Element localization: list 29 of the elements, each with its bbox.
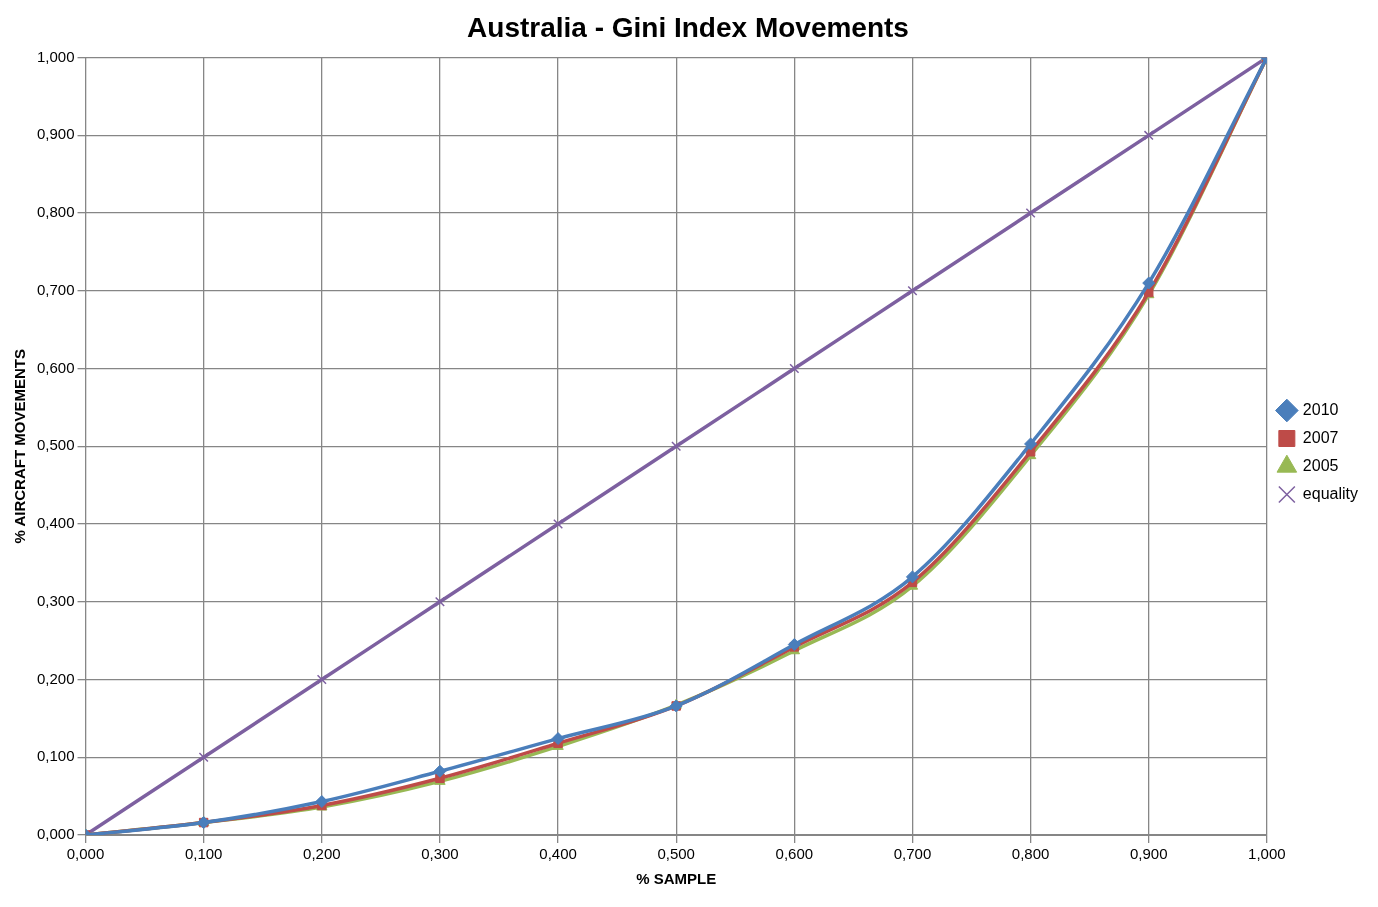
x-tick-label: 0,200 [303,845,341,863]
x-tick-label: 0,800 [1011,845,1050,863]
x-tick-label: 0,400 [539,845,577,863]
y-tick-label: 1,000 [36,47,75,65]
legend-label: 2007 [1302,428,1339,446]
y-tick-label: 0,300 [36,591,75,609]
x-tick-label: 0,700 [893,845,932,863]
x-tick-label: 0,900 [1129,845,1168,863]
y-tick-label: 0,700 [36,280,75,298]
x-tick-label: 1,000 [1248,845,1286,863]
x-tick-label: 0,100 [184,845,223,863]
legend-label: 2005 [1302,456,1339,474]
x-axis-title: % SAMPLE [636,870,717,888]
y-tick-label: 0,400 [36,514,75,532]
y-tick-label: 0,000 [36,825,75,843]
y-tick-label: 0,100 [36,747,75,765]
y-tick-label: 0,600 [36,358,75,376]
x-tick-label: 0,600 [775,845,814,863]
y-axis-title: % AIRCRAFT MOVEMENTS [11,349,29,544]
chart-title: Australia - Gini Index Movements [467,11,909,43]
y-tick-label: 0,500 [36,436,75,454]
legend-label: equality [1302,484,1359,502]
y-tick-label: 0,200 [36,669,75,687]
x-tick-label: 0,300 [421,845,459,863]
x-tick-label: 0,000 [66,845,105,863]
legend-label: 2010 [1302,400,1339,418]
y-tick-label: 0,900 [36,125,75,143]
y-tick-label: 0,800 [36,203,75,221]
x-tick-label: 0,500 [657,845,695,863]
